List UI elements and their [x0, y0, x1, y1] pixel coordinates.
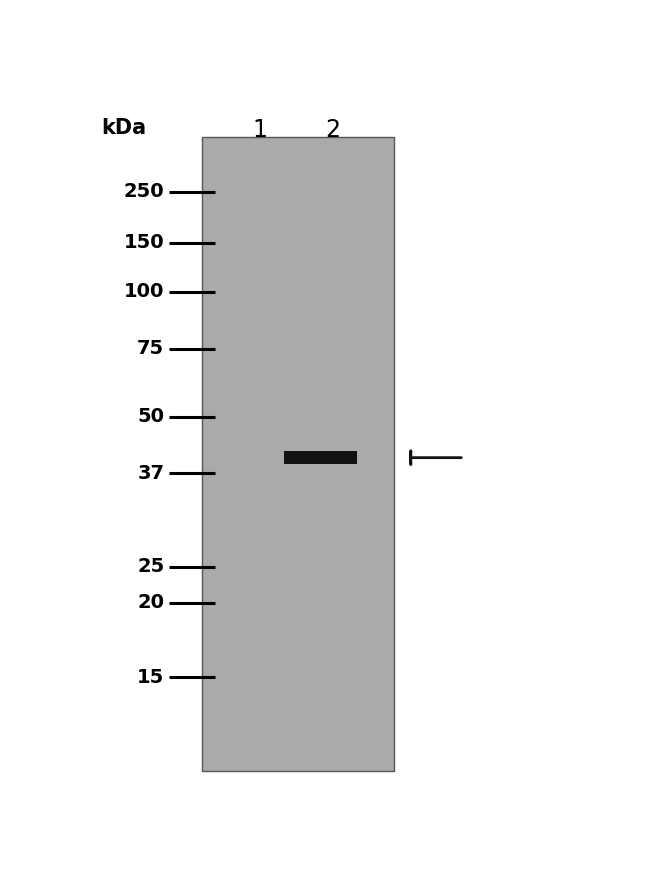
Text: 37: 37 — [137, 464, 164, 483]
Text: 250: 250 — [124, 183, 164, 201]
Bar — [202, 137, 393, 772]
Text: 1: 1 — [253, 118, 268, 142]
Text: 15: 15 — [137, 668, 164, 687]
Text: 75: 75 — [137, 339, 164, 358]
Text: 20: 20 — [137, 594, 164, 612]
Text: 100: 100 — [124, 283, 164, 301]
Text: kDa: kDa — [101, 118, 146, 138]
Text: 50: 50 — [137, 408, 164, 426]
Text: 150: 150 — [124, 233, 164, 253]
Bar — [284, 451, 357, 464]
Text: 25: 25 — [137, 557, 164, 576]
Text: 2: 2 — [326, 118, 341, 142]
